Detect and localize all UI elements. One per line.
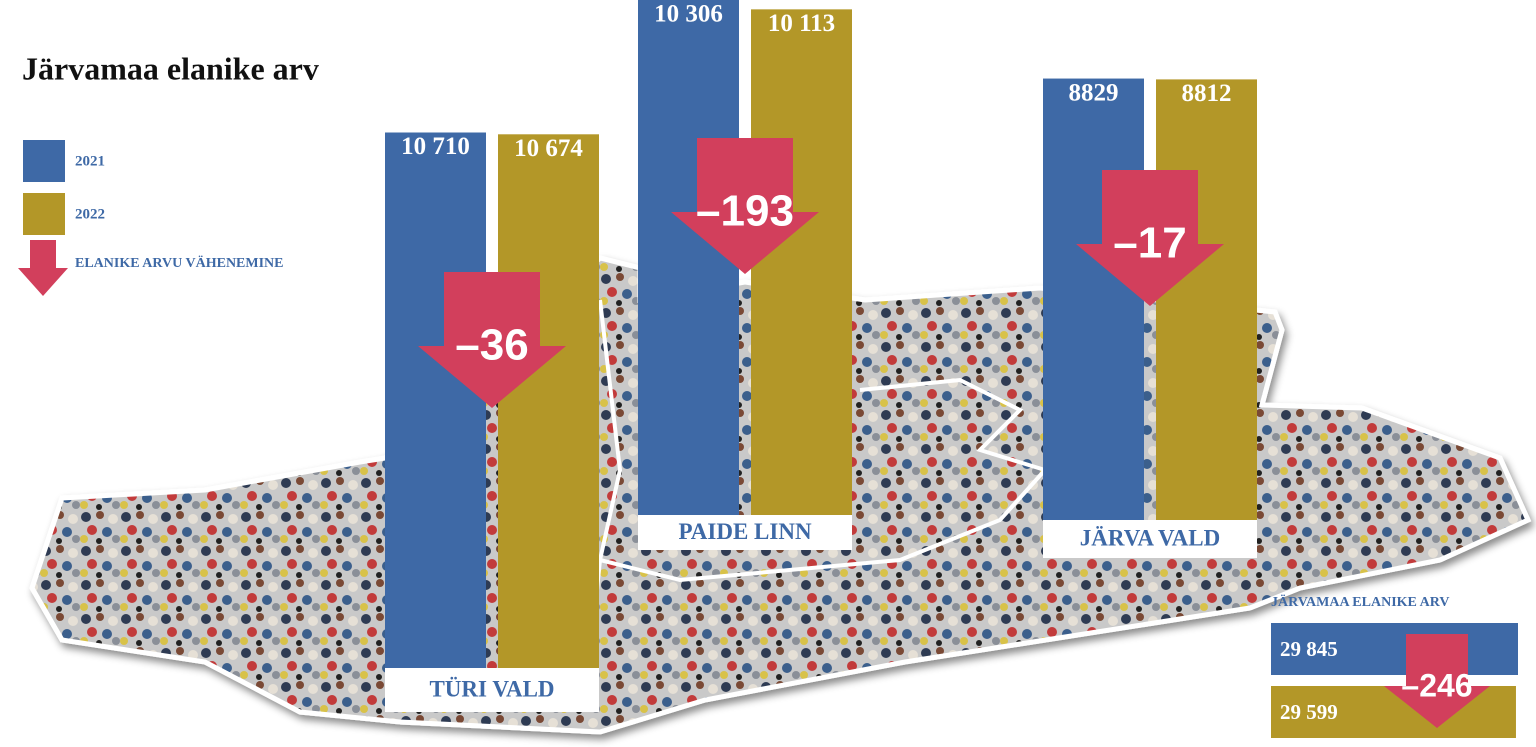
value-label: 10 113 [768, 10, 835, 37]
bar [1156, 79, 1257, 521]
total-change-arrow [1384, 634, 1490, 728]
bar [638, 0, 739, 515]
bar [1043, 78, 1144, 521]
value-label: 10 710 [401, 133, 470, 160]
value-label: 10 674 [514, 135, 583, 162]
change-arrow [418, 272, 566, 408]
change-label: –17 [1113, 219, 1186, 268]
total-bar [1271, 623, 1518, 675]
value-label: 8812 [1182, 80, 1232, 107]
change-label: –193 [696, 187, 794, 236]
category-label: TÜRI VALD [429, 676, 554, 701]
bar [385, 132, 486, 668]
total-value-label: 29 845 [1280, 637, 1338, 661]
change-arrow [671, 138, 819, 274]
change-arrow [1076, 170, 1224, 306]
category-label: PAIDE LINN [678, 519, 812, 544]
value-label: 8829 [1069, 79, 1119, 106]
legend-label: ELANIKE ARVU VÄHENEMINE [75, 255, 284, 271]
legend-swatch [23, 140, 65, 182]
legend-label: 2022 [75, 206, 105, 222]
bar [498, 134, 599, 669]
value-label: 10 306 [654, 0, 723, 27]
legend-label: 2021 [75, 153, 105, 169]
change-label: –36 [455, 321, 528, 370]
total-change-label: –246 [1401, 667, 1472, 703]
legend-arrow [18, 240, 68, 296]
category-box [1043, 520, 1257, 558]
total-title: JÄRVAMAA ELANIKE ARV [1271, 594, 1449, 610]
category-box [385, 668, 599, 712]
legend-swatch [23, 193, 65, 235]
total-value-label: 29 599 [1280, 700, 1338, 724]
category-label: JÄRVA VALD [1080, 525, 1220, 550]
bar [751, 9, 852, 515]
chart-title: Järvamaa elanike arv [22, 50, 319, 86]
category-box [638, 515, 852, 550]
